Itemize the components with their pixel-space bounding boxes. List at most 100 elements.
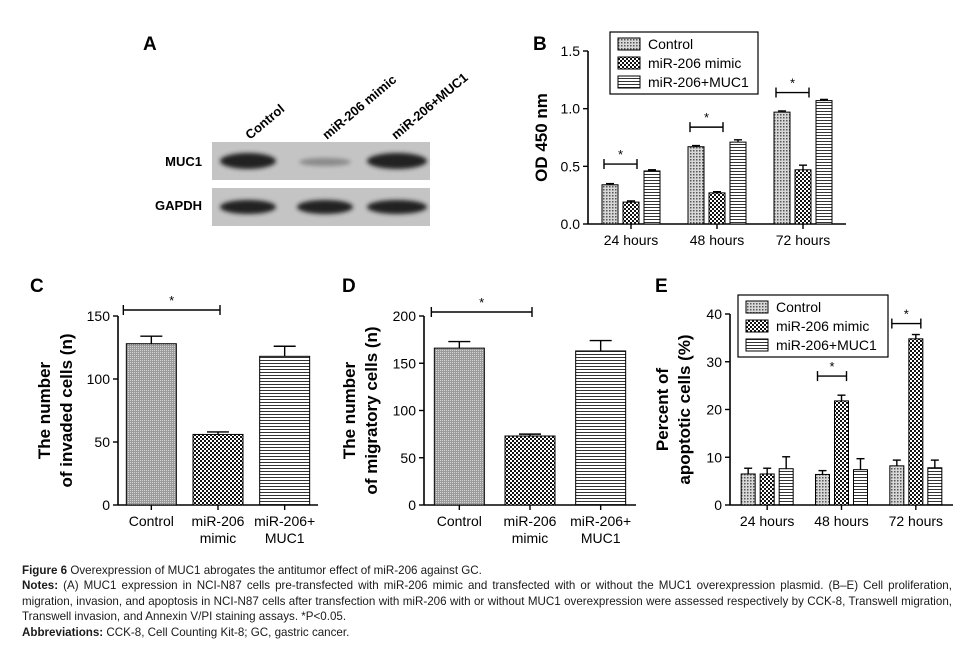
legend-swatch: [745, 300, 769, 314]
x-tick-label: 48 hours: [690, 232, 744, 248]
band-muc1-mimic-muc1: [367, 153, 427, 169]
x-tick-label: miR-206+ MUC1: [254, 513, 315, 546]
bar: [575, 350, 627, 506]
significance-star: *: [479, 295, 484, 310]
legend-label: miR-206 mimic: [648, 55, 741, 71]
bar: [433, 347, 485, 506]
panel-e-letter: E: [655, 276, 668, 297]
x-tick-label-line: Control: [437, 513, 482, 529]
x-tick-label: 72 hours: [889, 513, 943, 529]
x-tick-label-line: Control: [129, 513, 174, 529]
x-tick-label-line: miR-206: [192, 513, 245, 529]
y-axis-label: OD 450 nm: [532, 93, 551, 182]
y-tick-label: 0.0: [561, 216, 581, 232]
y-axis-label-line: OD 450 nm: [532, 93, 551, 182]
y-tick-label: 10: [706, 449, 722, 465]
row-label-gapdh: GAPDH: [155, 198, 202, 213]
x-tick-label-line: miR-206: [504, 513, 557, 529]
legend-label: Control: [776, 299, 821, 315]
legend-label: miR-206 mimic: [776, 318, 869, 334]
bar: [125, 343, 177, 506]
y-tick-label: 0: [102, 497, 110, 513]
y-tick-label: 200: [393, 308, 417, 324]
chart-e-apoptotic-cells: 0 10 20 30 40 Percent of apoptotic cells (%) 24…: [653, 294, 953, 529]
band-gapdh-mimic-muc1: [367, 200, 427, 214]
caption-notes-label: Notes:: [22, 579, 59, 593]
y-tick-label: 50: [400, 450, 416, 466]
panel-a-western-blot: A Control miR-206 mimic miR-206+MUC1 MUC…: [143, 34, 471, 226]
y-tick-label: 150: [393, 355, 417, 371]
legend-label: miR-206+MUC1: [648, 74, 749, 90]
significance-star: *: [618, 147, 623, 162]
x-tick-label: 24 hours: [740, 513, 794, 529]
significance-star: *: [169, 293, 174, 308]
panel-d-letter: D: [342, 276, 356, 297]
significance-star: *: [704, 110, 709, 125]
bar: [259, 355, 311, 506]
x-tick-label: 72 hours: [776, 232, 830, 248]
y-tick-label: 150: [87, 308, 111, 324]
y-axis-label-line: The number: [340, 361, 359, 459]
y-tick-label: 0: [714, 497, 722, 513]
caption-notes: Notes: (A) MUC1 expression in NCI-N87 ce…: [22, 578, 952, 624]
x-tick-label-line: mimic: [200, 530, 237, 546]
y-tick-label: 1.5: [561, 43, 581, 59]
caption-abbrev-text: CCK-8, Cell Counting Kit-8; GC, gastric …: [106, 625, 350, 639]
bar: [794, 169, 812, 225]
legend-swatch: [745, 319, 769, 333]
y-tick-label: 100: [87, 371, 111, 387]
y-tick-label: 1.0: [561, 101, 581, 117]
lane-label-control: Control: [242, 101, 287, 142]
caption-figure-label: Figure 6: [22, 564, 68, 577]
bar: [504, 435, 556, 506]
y-tick-label: 20: [706, 402, 722, 418]
y-axis-label: The number of invaded cells (n): [35, 334, 76, 488]
figure: A Control miR-206 mimic miR-206+MUC1 MUC…: [30, 31, 953, 546]
band-gapdh-mimic: [297, 200, 353, 214]
legend-swatch: [745, 338, 769, 352]
bar: [778, 468, 794, 506]
bar: [759, 473, 775, 506]
y-tick-label: 0: [408, 497, 416, 513]
chart-b-cell-proliferation: 0.0 0.5 1.0 1.5 OD 450 nm 24 hours 48 hours 72 …: [532, 31, 846, 248]
y-axis-label-line: of invaded cells (n): [57, 334, 76, 488]
bar: [908, 338, 924, 506]
bar: [889, 465, 905, 506]
y-axis-label: The number of migratory cells (n): [340, 326, 381, 494]
x-tick-label-line: MUC1: [581, 530, 621, 546]
bar: [773, 111, 791, 225]
bar: [192, 433, 244, 506]
y-axis-label-line: apoptotic cells (%): [675, 334, 694, 484]
caption-notes-text: (A) MUC1 expression in NCI-N87 cells pre…: [22, 579, 952, 624]
x-tick-label-line: MUC1: [265, 530, 305, 546]
bar: [729, 141, 747, 225]
panel-b-letter: B: [533, 34, 547, 55]
panel-c-letter: C: [30, 276, 44, 297]
x-tick-label: Control: [437, 513, 482, 529]
x-tick-label: 48 hours: [814, 513, 868, 529]
y-axis-label: Percent of apoptotic cells (%): [653, 334, 694, 484]
caption-abbreviations: Abbreviations: CCK-8, Cell Counting Kit-…: [22, 625, 952, 640]
bar: [853, 469, 868, 506]
legend-swatch: [617, 75, 641, 89]
figure-caption: Figure 6 Overexpression of MUC1 abrogate…: [22, 563, 952, 640]
chart-c-invaded-cells: 0 50 100 150 The number of invaded cells (n) C…: [35, 293, 318, 546]
bar: [622, 201, 640, 225]
caption-abbrev-label: Abbreviations:: [22, 625, 104, 639]
bar: [708, 192, 726, 225]
row-label-muc1: MUC1: [165, 154, 202, 169]
bar: [601, 184, 619, 225]
y-tick-label: 40: [706, 306, 722, 322]
bar: [927, 467, 943, 506]
y-tick-label: 0.5: [561, 158, 581, 174]
caption-title: Figure 6 Overexpression of MUC1 abrogate…: [22, 563, 952, 578]
x-tick-label: miR-206+ MUC1: [570, 513, 631, 546]
bar: [740, 473, 756, 506]
x-tick-label-line: mimic: [512, 530, 549, 546]
significance-star: *: [904, 307, 909, 322]
x-tick-label: 24 hours: [604, 232, 658, 248]
panel-a-letter: A: [143, 34, 157, 55]
band-gapdh-control: [220, 200, 276, 214]
legend-swatch: [617, 56, 641, 70]
y-axis-label-line: of migratory cells (n): [362, 326, 381, 494]
